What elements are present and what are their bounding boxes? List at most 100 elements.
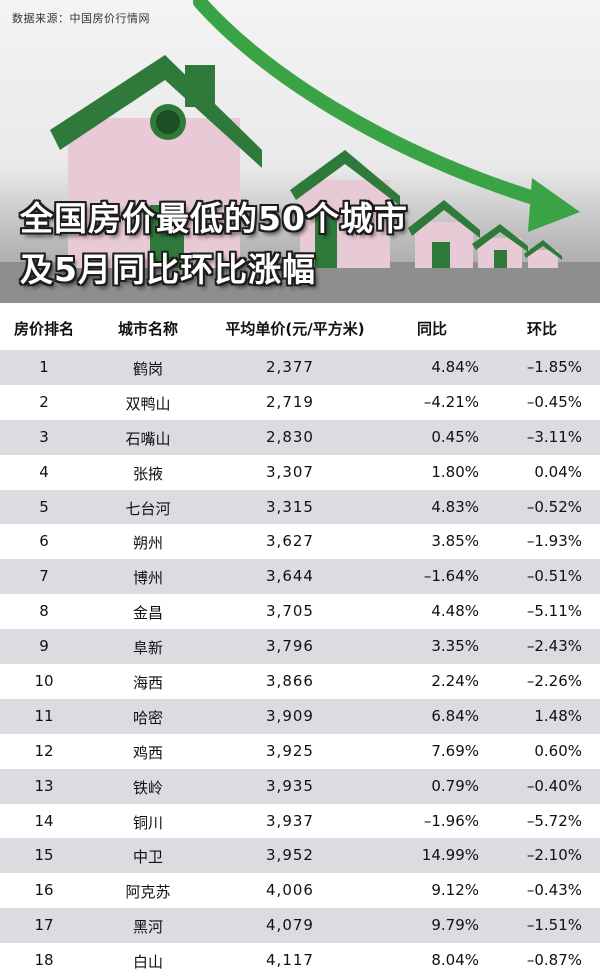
cell-rank: 1: [39, 358, 49, 376]
cell-mom: –0.87%: [526, 951, 582, 970]
cell-city: 白山: [132, 953, 163, 972]
cell-price: 3,909: [266, 706, 314, 725]
cell-mom: –5.11%: [526, 602, 582, 621]
cell-yoy: 4.84%: [431, 358, 479, 376]
cell-price: 4,079: [266, 916, 314, 935]
cell-rank: 7: [39, 567, 49, 586]
cell-rank: 15: [34, 846, 54, 865]
cell-city: 黑河: [132, 918, 163, 937]
cell-price: 3,866: [266, 672, 314, 691]
cell-mom: –0.43%: [526, 881, 582, 900]
cell-yoy: 4.48%: [431, 602, 479, 621]
cell-mom: –1.93%: [526, 532, 582, 551]
table-header: 房价排名 城市名称 平均单价(元/平方米) 同比 环比: [0, 306, 600, 350]
cell-price: 3,705: [266, 602, 314, 621]
header-city: 城市名称: [117, 320, 178, 338]
cell-mom: 0.04%: [534, 462, 582, 481]
cell-mom: 1.48%: [534, 706, 582, 725]
small-house-icon: [472, 224, 528, 268]
header-yoy: 同比: [417, 320, 448, 338]
table-row: 6 朔州 3,627 3.85% –1.93%: [0, 524, 600, 560]
large-house-icon: [50, 55, 262, 268]
cell-rank: 5: [39, 497, 49, 516]
cell-city: 中卫: [132, 848, 163, 867]
cell-mom: –2.10%: [526, 846, 582, 865]
cell-city: 阜新: [132, 639, 163, 658]
cell-mom: –0.52%: [526, 497, 582, 516]
cell-city: 阿克苏: [125, 883, 171, 902]
houses-illustration: [0, 0, 600, 303]
table-row: 5 七台河 3,315 4.83% –0.52%: [0, 489, 600, 525]
table-row: 2 双鸭山 2,719 –4.21% –0.45%: [0, 384, 600, 420]
cell-yoy: 9.12%: [431, 881, 479, 900]
cell-rank: 13: [34, 776, 54, 795]
cell-yoy: –4.21%: [423, 392, 479, 411]
cell-rank: 14: [34, 811, 54, 830]
cell-mom: –1.51%: [526, 916, 582, 935]
table-row: 7 博州 3,644 –1.64% –0.51%: [0, 559, 600, 595]
cell-rank: 10: [34, 672, 54, 691]
cell-city: 鹤岗: [132, 360, 163, 378]
cell-yoy: 1.80%: [431, 462, 479, 481]
table-row: 9 阜新 3,796 3.35% –2.43%: [0, 629, 600, 665]
cell-price: 3,644: [266, 567, 314, 586]
header-price: 平均单价(元/平方米): [225, 320, 365, 338]
cell-rank: 3: [39, 427, 49, 446]
cell-yoy: 8.04%: [431, 951, 479, 970]
table-row: 15 中卫 3,952 14.99% –2.10%: [0, 838, 600, 874]
cell-city: 金昌: [132, 604, 163, 623]
cell-yoy: 0.79%: [431, 776, 479, 795]
header-mom: 环比: [527, 320, 558, 338]
cell-yoy: 2.24%: [431, 672, 479, 691]
cell-rank: 4: [39, 462, 49, 481]
medium-house-icon: [290, 150, 400, 268]
table-row: 17 黑河 4,079 9.79% –1.51%: [0, 908, 600, 944]
cell-yoy: –1.64%: [423, 567, 479, 586]
table-row: 10 海西 3,866 2.24% –2.26%: [0, 664, 600, 699]
small-house-icon: [408, 200, 480, 268]
cell-price: 2,377: [266, 358, 314, 376]
cell-rank: 12: [34, 741, 54, 760]
table-row: 1 鹤岗 2,377 4.84% –1.85%: [0, 350, 600, 385]
cell-rank: 18: [34, 951, 54, 970]
cell-rank: 6: [39, 532, 49, 551]
cell-city: 博州: [132, 569, 163, 588]
cell-price: 3,307: [266, 462, 314, 481]
cell-yoy: 6.84%: [431, 706, 479, 725]
trend-arrow-icon: [193, 0, 547, 207]
table-row: 14 铜川 3,937 –1.96% –5.72%: [0, 803, 600, 839]
cell-rank: 16: [34, 881, 54, 900]
cell-rank: 8: [39, 602, 49, 621]
cell-price: 3,937: [266, 811, 314, 830]
cell-city: 铜川: [132, 813, 163, 832]
cell-city: 铁岭: [132, 778, 163, 797]
title-line-1: 全国房价最低的50个城市: [20, 199, 408, 238]
cell-yoy: 14.99%: [421, 846, 479, 865]
cell-city: 朔州: [132, 534, 163, 553]
price-table: 房价排名 城市名称 平均单价(元/平方米) 同比 环比 1 鹤岗 2,377 4.84…: [0, 306, 600, 978]
cell-rank: 2: [39, 392, 49, 411]
cell-price: 2,830: [266, 427, 314, 446]
cell-price: 4,117: [266, 951, 314, 970]
cell-yoy: 4.83%: [431, 497, 479, 516]
cell-yoy: 0.45%: [431, 427, 479, 446]
cell-price: 3,627: [266, 532, 314, 551]
table-row: 11 哈密 3,909 6.84% 1.48%: [0, 698, 600, 734]
cell-yoy: 3.35%: [431, 637, 479, 656]
cell-yoy: 3.85%: [431, 532, 479, 551]
cell-mom: –0.45%: [526, 392, 582, 411]
cell-mom: –2.26%: [526, 672, 582, 691]
cell-mom: –2.43%: [526, 637, 582, 656]
source-note: 数据来源：中国房价行情网: [12, 12, 150, 25]
title-line-2: 及5月同比环比涨幅: [20, 250, 316, 289]
cell-price: 4,006: [266, 881, 314, 900]
cell-mom: –1.85%: [526, 358, 582, 376]
cell-price: 3,952: [266, 846, 314, 865]
cell-price: 3,796: [266, 637, 314, 656]
header-rank: 房价排名: [13, 320, 74, 338]
banner: 数据来源：中国房价行情网 全国房价最低的50个城市 及5月同比环比涨幅: [0, 0, 600, 303]
cell-rank: 17: [34, 916, 54, 935]
cell-yoy: –1.96%: [423, 811, 479, 830]
cell-yoy: 7.69%: [431, 741, 479, 760]
